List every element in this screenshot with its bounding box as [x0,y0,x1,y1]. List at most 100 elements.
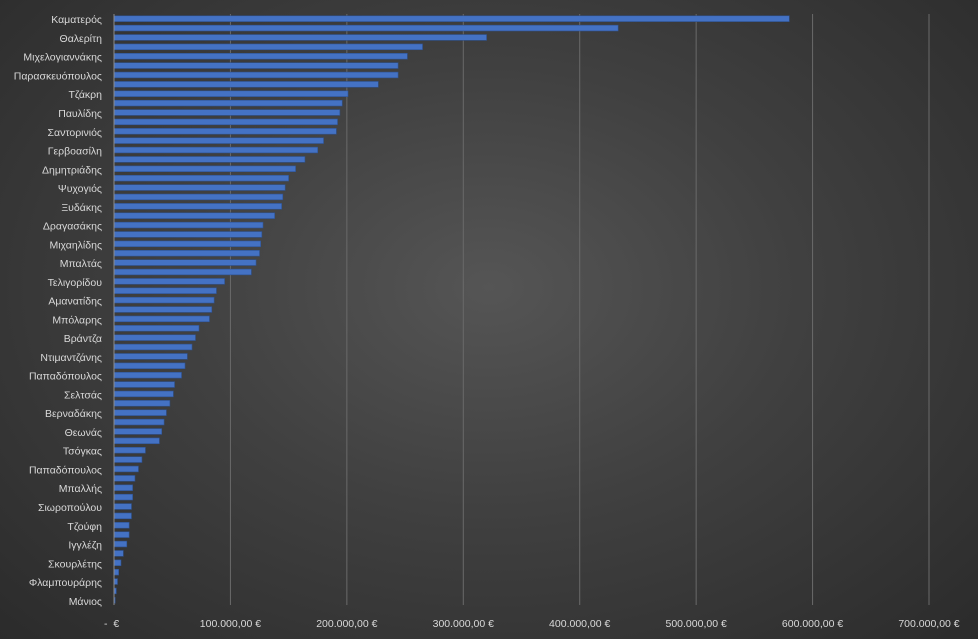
category-label: Θεωνάς [65,427,102,439]
bar [113,184,286,191]
bar [113,578,118,585]
bar [113,465,139,473]
category-label: Μπαλτάς [60,258,102,270]
bar [113,306,213,313]
category-label: Μπόλαρης [52,314,102,326]
bar [113,428,163,435]
bar [113,447,146,454]
bar [113,99,343,107]
bar [113,540,128,548]
bar [113,137,324,144]
bar [113,118,338,126]
category-label: Σκουρλέτης [48,558,102,570]
category-label: Μιχελογιαννάκης [23,52,102,64]
bar [113,559,122,566]
category-label: Γερβοασίλη [48,146,102,158]
bar [113,484,133,491]
bar [113,165,296,172]
bar [113,437,160,445]
category-label: Βράντζα [64,333,102,345]
bar [113,109,341,116]
bar [113,353,188,360]
bar [113,221,264,229]
bar [113,250,260,257]
category-labels: Καματερός Θαλερίτη Μιχελογιαννάκης Παρασκευ… [14,14,102,608]
bar [113,231,263,238]
x-tick-label: 200.000,00 € [316,618,377,630]
category-label: Ξυδάκης [61,202,102,214]
bar [113,268,252,276]
category-label: Μιχαηλίδης [49,239,102,251]
bar [113,193,284,201]
bar [113,493,133,501]
category-label: Τζούφη [67,521,102,533]
bar [113,128,337,135]
bar [113,400,171,407]
x-tick-label: 400.000,00 € [549,618,610,630]
bar [113,418,165,426]
bar [113,212,275,219]
bar [113,174,289,182]
x-tick-label: 600.000,00 € [782,618,843,630]
category-label: Ντιμαντζάνης [40,352,102,364]
gridlines [229,14,930,605]
bar [113,24,619,32]
category-label: Τσόγκας [63,446,102,458]
bar [113,409,167,416]
bar [113,456,143,463]
category-label: Παπαδόπουλος [29,464,102,476]
x-tick-label: 500.000,00 € [665,618,726,630]
category-label: Ιγγλέζη [68,540,102,552]
x-axis-tick-labels: - € 100.000,00 € 200.000,00 € 300.000,00 € 4… [104,618,960,630]
bar [113,522,130,529]
x-tick-label: 100.000,00 € [200,618,261,630]
bar [113,259,257,266]
bar [113,503,132,510]
bar [113,203,282,210]
category-label: Τελιγορίδου [48,277,103,289]
bar [113,334,196,341]
bar [113,146,319,154]
bar [113,53,408,60]
category-label: Ψυχογιός [58,183,102,195]
x-tick-label: 700.000,00 € [898,618,959,630]
bar [113,296,215,304]
bar [113,381,175,388]
bar [113,343,193,351]
bar [113,34,487,41]
category-label: Σελτσάς [64,389,102,401]
category-label: Δημητριάδης [42,164,102,176]
bar [113,62,399,69]
category-label: Αμανατίδης [48,296,102,308]
category-label: Δραγασάκης [43,221,102,233]
category-label: Παπαδόπουλος [29,371,102,383]
bar [113,371,182,379]
category-label: Μπαλλής [59,483,102,495]
bar [113,362,186,369]
bar [113,390,174,398]
bar [113,531,130,538]
bar [113,568,119,576]
bars [113,15,790,604]
bar [113,315,210,323]
category-label: Παρασκευόπουλος [14,70,102,82]
category-label: Σαντορινιός [48,127,102,139]
x-tick-label: 300.000,00 € [433,618,494,630]
bar [113,71,399,79]
bar [113,15,790,22]
bar [113,475,136,482]
category-label: Σιωροπούλου [38,502,102,514]
bar [113,43,423,51]
bar [113,512,132,520]
bar [113,156,306,163]
category-label: Μάνιος [69,596,102,608]
category-label: Βερναδάκης [45,408,102,420]
category-label: Παυλίδης [58,108,102,120]
bar [113,81,379,88]
bar [113,240,261,248]
bar [113,550,124,557]
category-label: Θαλερίτη [60,33,103,45]
bar [113,90,349,97]
bar [113,278,225,285]
